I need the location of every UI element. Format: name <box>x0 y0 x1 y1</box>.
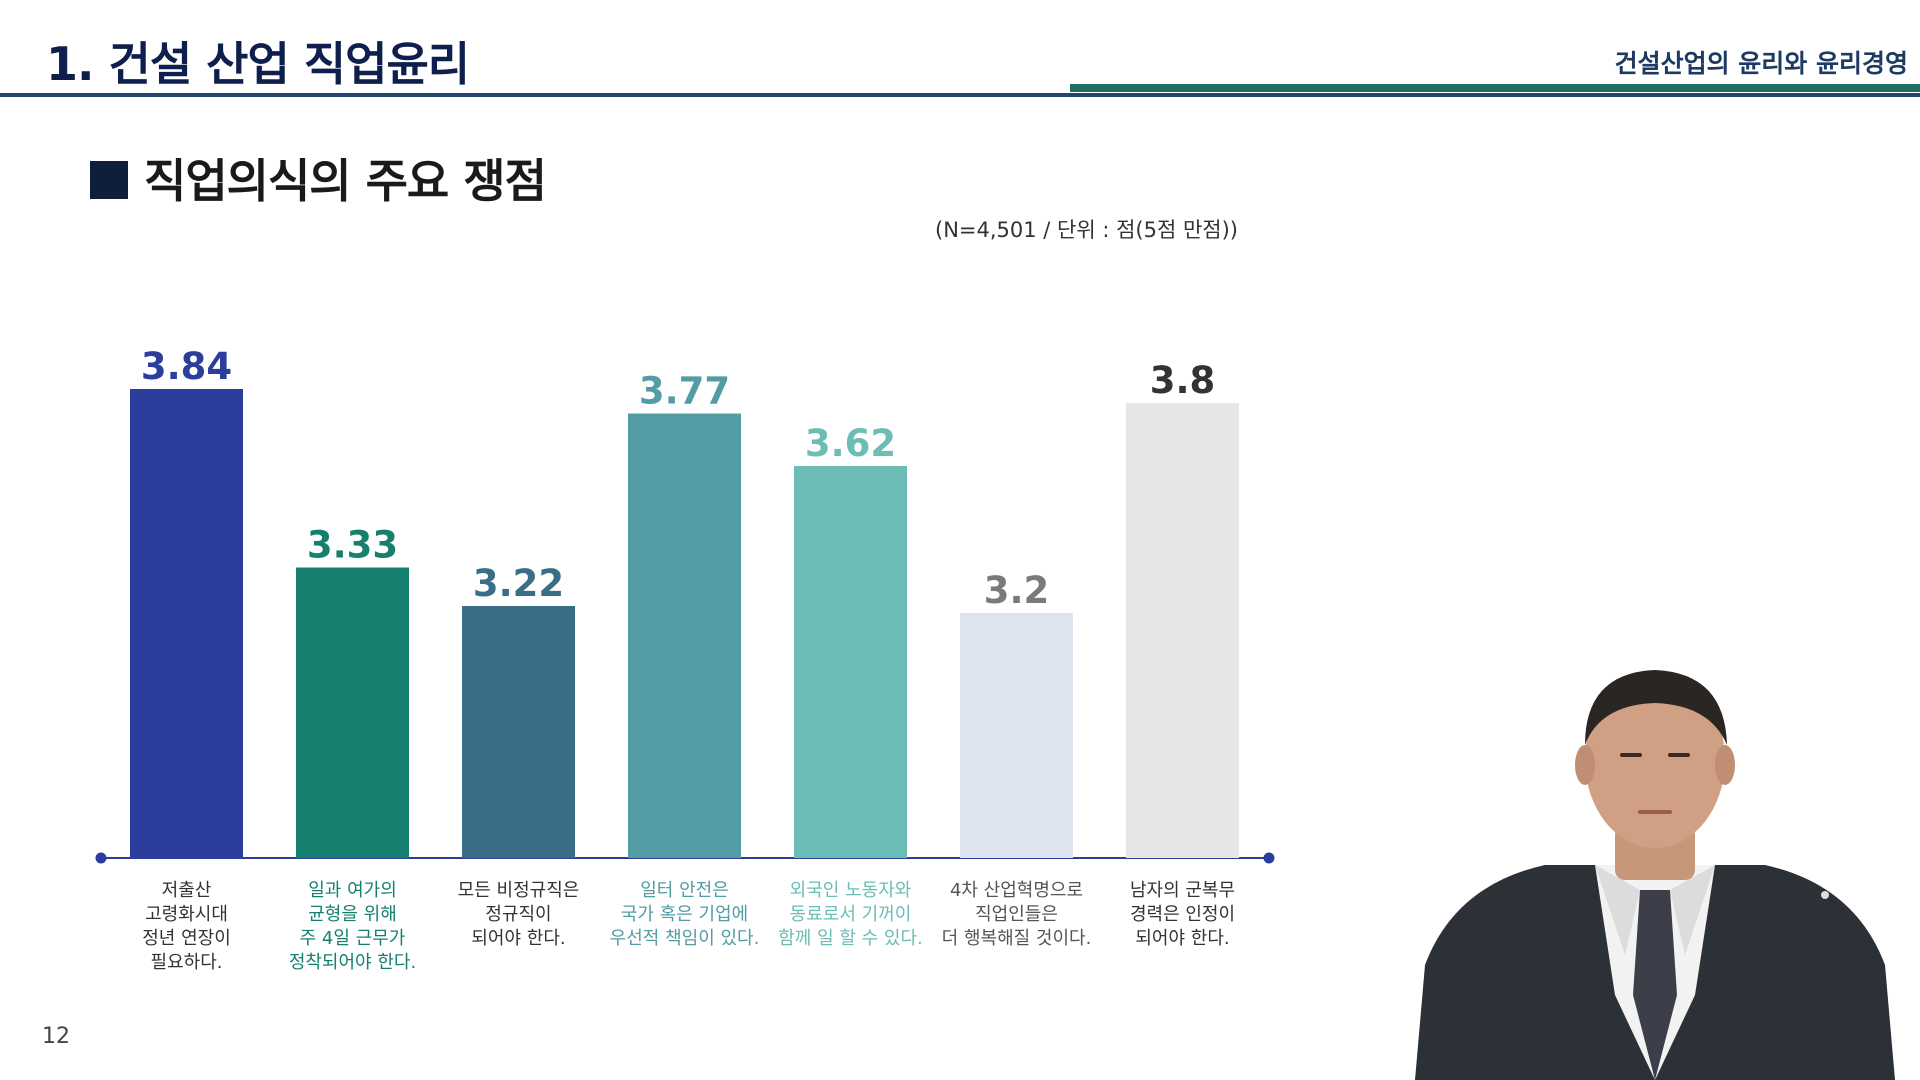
category-label: 4차 산업혁명으로 직업인들은 더 행복해질 것이다. <box>942 880 1092 949</box>
axis-end-dot <box>1263 852 1275 864</box>
data-label: 3.33 <box>307 524 398 567</box>
chart-note: (N=4,501 / 단위 : 점(5점 만점)) <box>935 218 1239 242</box>
section-heading-text: 직업의식의 주요 쟁점 <box>144 154 547 208</box>
course-title: 건설산업의 윤리와 윤리경영 <box>1614 49 1908 78</box>
category-label: 남자의 군복무 경력은 인정이 되어야 한다. <box>1130 880 1235 949</box>
header-accent-rule <box>1070 84 1920 92</box>
presenter-image <box>1415 670 1895 1080</box>
bar <box>130 389 243 858</box>
category-label: 저출산 고령화시대 정년 연장이 필요하다. <box>142 880 231 973</box>
presenter-video <box>1395 665 1920 1080</box>
category-label: 일과 여가의 균형을 위해 주 4일 근무가 정착되어야 한다. <box>289 880 416 973</box>
data-label: 3.22 <box>473 562 564 605</box>
data-label: 3.8 <box>1150 359 1216 402</box>
category-label: 일터 안전은 국가 혹은 기업에 우선적 책임이 있다. <box>610 880 760 949</box>
bullet-square-icon <box>90 161 128 199</box>
bar <box>296 567 409 858</box>
header-rule <box>0 93 1920 97</box>
bar <box>794 466 907 858</box>
data-label: 3.84 <box>141 345 232 388</box>
bar-chart: 3.84 저출산 고령화시대 정년 연장이 필요하다. 3.33 일과 여가의 균형을 위해 주… <box>95 345 1275 973</box>
data-label: 3.2 <box>984 569 1050 612</box>
data-label: 3.77 <box>639 370 730 413</box>
slide-title: 1. 건설 산업 직업윤리 <box>46 37 470 91</box>
bar <box>960 613 1073 858</box>
category-label: 모든 비정규직은 정규직이 되어야 한다. <box>458 880 580 949</box>
data-label: 3.62 <box>805 422 896 465</box>
bar <box>1126 403 1239 858</box>
bar <box>462 606 575 858</box>
section-heading: 직업의식의 주요 쟁점 <box>90 145 547 211</box>
category-label: 외국인 노동자와 동료로서 기꺼이 함께 일 할 수 있다. <box>778 880 923 949</box>
axis-start-dot <box>95 852 107 864</box>
bar <box>628 413 741 858</box>
page-number: 12 <box>42 1024 70 1049</box>
